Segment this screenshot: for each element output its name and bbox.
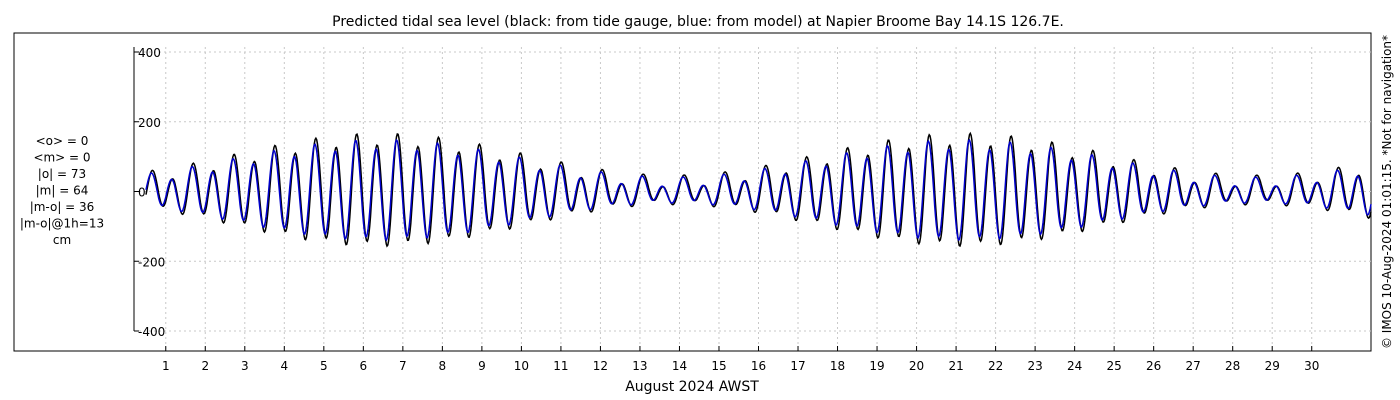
y-tick-label: -200	[138, 255, 165, 269]
stat-line: <m> = 0	[33, 151, 90, 165]
stat-line: |m| = 64	[36, 184, 89, 198]
y-tick-label: 400	[138, 46, 161, 60]
x-tick-label: 3	[241, 359, 249, 373]
x-tick-label: 23	[1027, 359, 1042, 373]
x-tick-label: 20	[909, 359, 924, 373]
x-tick-label: 2	[201, 359, 209, 373]
grid-lines	[134, 47, 1371, 351]
x-tick-label: 8	[439, 359, 447, 373]
x-tick-label: 11	[553, 359, 568, 373]
x-tick-label: 9	[478, 359, 486, 373]
x-tick-label: 6	[360, 359, 368, 373]
stat-line: |m-o| = 36	[30, 200, 95, 214]
x-tick-label: 22	[988, 359, 1003, 373]
x-tick-label: 24	[1067, 359, 1082, 373]
stat-line: cm	[53, 233, 71, 247]
x-tick-labels: 1 2 3 4 5 6 7 8 9 10 11 12 13 14 15 16 17 18 19 20 21 22 23 24 2…	[162, 346, 1319, 373]
x-tick-label: 29	[1265, 359, 1280, 373]
x-tick-label: 21	[948, 359, 963, 373]
x-tick-label: 5	[320, 359, 328, 373]
stat-line: <o> = 0	[36, 134, 89, 148]
x-tick-label: 28	[1225, 359, 1240, 373]
x-tick-label: 18	[830, 359, 845, 373]
x-tick-label: 15	[711, 359, 726, 373]
y-tick-label: -400	[138, 325, 165, 339]
x-tick-label: 10	[514, 359, 529, 373]
x-tick-label: 4	[280, 359, 288, 373]
x-tick-label: 14	[672, 359, 687, 373]
tide-series-line	[145, 138, 1372, 242]
x-tick-label: 17	[790, 359, 805, 373]
x-tick-label: 30	[1304, 359, 1319, 373]
stat-line: |o| = 73	[38, 167, 86, 181]
y-tick-label: 200	[138, 116, 161, 130]
copyright-note: © IMOS 10-Aug-2024 01:01:15. *Not for na…	[1380, 35, 1394, 349]
x-tick-label: 12	[593, 359, 608, 373]
stat-line: |m-o|@1h=13	[20, 217, 104, 231]
tide-series-line	[145, 131, 1372, 248]
x-tick-label: 1	[162, 359, 170, 373]
chart-title: Predicted tidal sea level (black: from t…	[332, 14, 1064, 30]
x-tick-label: 7	[399, 359, 407, 373]
x-tick-label: 13	[632, 359, 647, 373]
x-tick-label: 25	[1107, 359, 1122, 373]
x-axis-label: August 2024 AWST	[625, 379, 759, 395]
stats-block: <o> = 0 <m> = 0 |o| = 73 |m| = 64 |m-o| = 36…	[20, 134, 104, 247]
series-lines	[145, 131, 1372, 248]
x-tick-label: 26	[1146, 359, 1161, 373]
y-tick-label: 0	[138, 186, 146, 200]
x-tick-label: 16	[751, 359, 766, 373]
x-tick-label: 19	[869, 359, 884, 373]
x-tick-label: 27	[1186, 359, 1201, 373]
y-tick-labels: 400 200 0 -200 -400	[134, 46, 165, 339]
